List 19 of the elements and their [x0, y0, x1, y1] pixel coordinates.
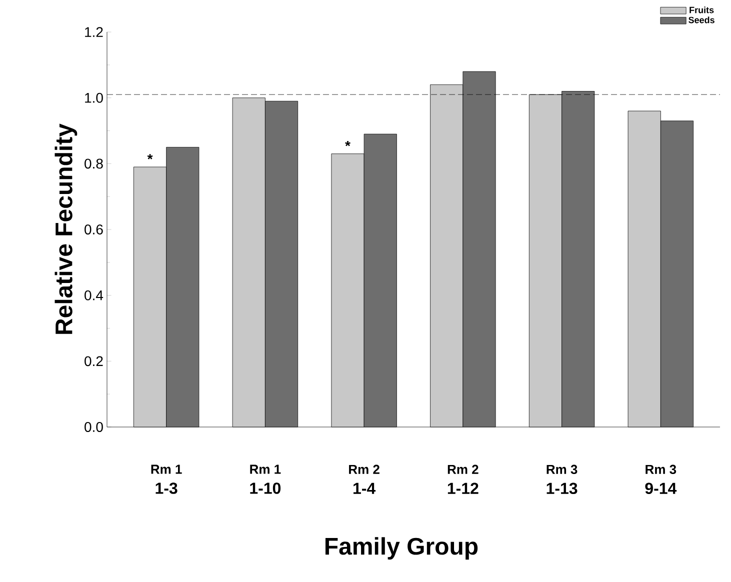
- legend-label: Fruits: [690, 6, 714, 14]
- x-tick-label: Rm 3 1-13: [546, 464, 578, 494]
- y-tick-label: 0.0: [84, 422, 103, 432]
- y-tick-label: 0.8: [84, 158, 103, 169]
- legend-label: Seeds: [688, 16, 714, 24]
- x-tick-label: Rm 2 1-4: [349, 464, 380, 494]
- y-tick-label: 0.2: [84, 356, 103, 366]
- x-tick-label: Rm 3 9-14: [645, 464, 677, 494]
- y-tick-label: 1.2: [85, 27, 103, 37]
- x-tick-label: Rm 1 1-3: [151, 464, 182, 494]
- x-tick-label: Rm 1 1-10: [250, 464, 281, 494]
- y-tick-label: 0.6: [84, 224, 103, 234]
- y-tick-label: 1.0: [85, 92, 103, 103]
- x-tick-label: Rm 2 1-12: [448, 464, 478, 494]
- annotation: *: [147, 154, 153, 160]
- y-axis-title: Relative Fecundity: [54, 124, 78, 334]
- x-axis-title: Family Group: [325, 537, 478, 560]
- y-tick-label: 0.4: [84, 290, 104, 300]
- annotation: *: [345, 140, 350, 146]
